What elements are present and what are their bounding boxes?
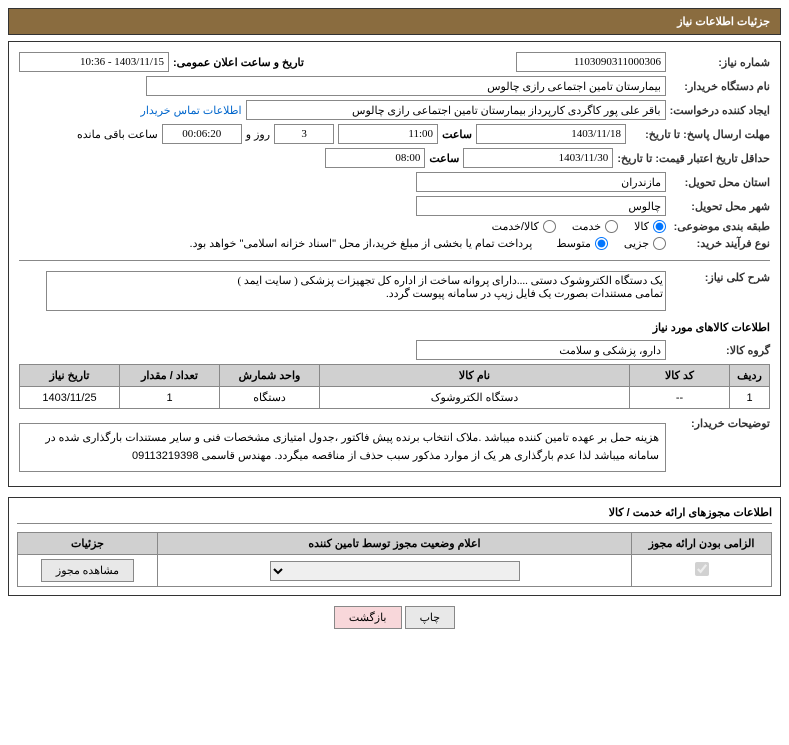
pt-minor-label: جزیی xyxy=(624,237,649,250)
need-number-label: شماره نیاز: xyxy=(670,56,770,69)
cat-both-label: کالا/خدمت xyxy=(492,220,539,233)
general-desc-textarea[interactable]: یک دستگاه الکتروشوک دستی ....دارای پروان… xyxy=(46,271,666,311)
cat-goods-radio[interactable] xyxy=(653,220,666,233)
time-label-1: ساعت xyxy=(442,128,472,141)
footer-buttons: چاپ بازگشت xyxy=(8,606,781,629)
cat-both-radio[interactable] xyxy=(543,220,556,233)
cat-goods-label: کالا xyxy=(634,220,649,233)
th-row: ردیف xyxy=(730,365,770,387)
announce-date-label: تاریخ و ساعت اعلان عمومی: xyxy=(173,56,304,69)
validity-date-field xyxy=(463,148,613,168)
deadline-time-field xyxy=(338,124,438,144)
days-field xyxy=(274,124,334,144)
pt-medium-label: متوسط xyxy=(556,237,591,250)
buyer-notes-label: توضیحات خریدار: xyxy=(670,417,770,430)
purchase-note: پرداخت تمام یا بخشی از مبلغ خرید،از محل … xyxy=(190,237,533,250)
province-field xyxy=(416,172,666,192)
city-label: شهر محل تحویل: xyxy=(670,200,770,213)
td-row: 1 xyxy=(730,387,770,409)
need-number-field xyxy=(516,52,666,72)
general-desc-label: شرح کلی نیاز: xyxy=(670,271,770,284)
td-qty: 1 xyxy=(120,387,220,409)
time-label-2: ساعت xyxy=(429,152,459,165)
td-name: دستگاه الکتروشوک xyxy=(320,387,630,409)
goods-table: ردیف کد کالا نام کالا واحد شمارش تعداد /… xyxy=(19,364,770,409)
countdown-field xyxy=(162,124,242,144)
days-and-label: روز و xyxy=(246,128,270,141)
license-section-title: اطلاعات مجوزهای ارائه خدمت / کالا xyxy=(17,506,772,524)
deadline-date-field xyxy=(476,124,626,144)
remaining-label: ساعت باقی مانده xyxy=(77,128,158,141)
view-license-button[interactable]: مشاهده مجوز xyxy=(41,559,134,582)
license-section: اطلاعات مجوزهای ارائه خدمت / کالا الزامی… xyxy=(8,497,781,596)
requester-field xyxy=(246,100,666,120)
th-date: تاریخ نیاز xyxy=(20,365,120,387)
back-button[interactable]: بازگشت xyxy=(334,606,402,629)
page-title: جزئیات اطلاعات نیاز xyxy=(677,16,770,28)
category-label: طبقه بندی موضوعی: xyxy=(670,220,770,233)
announce-date-field xyxy=(19,52,169,72)
goods-info-title: اطلاعات کالاهای مورد نیاز xyxy=(19,321,770,334)
purchase-type-label: نوع فرآیند خرید: xyxy=(670,237,770,250)
license-table: الزامی بودن ارائه مجوز اعلام وضعیت مجوز … xyxy=(17,532,772,587)
purchase-type-radio-group: جزیی متوسط xyxy=(556,237,666,250)
validity-label: حداقل تاریخ اعتبار قیمت: تا تاریخ: xyxy=(617,152,770,165)
cat-service-label: خدمت xyxy=(572,220,601,233)
buyer-notes-box: هزینه حمل بر عهده تامین کننده میباشد .مل… xyxy=(19,423,666,472)
pt-minor-radio[interactable] xyxy=(653,237,666,250)
th-unit: واحد شمارش xyxy=(220,365,320,387)
td-code: -- xyxy=(630,387,730,409)
print-button[interactable]: چاپ xyxy=(405,606,456,629)
province-label: استان محل تحویل: xyxy=(670,176,770,189)
lth-mandatory: الزامی بودن ارائه مجوز xyxy=(632,533,772,555)
pt-medium-radio[interactable] xyxy=(595,237,608,250)
goods-group-field xyxy=(416,340,666,360)
page-header: جزئیات اطلاعات نیاز xyxy=(8,8,781,35)
city-field xyxy=(416,196,666,216)
lth-status: اعلام وضعیت مجوز توسط تامین کننده xyxy=(158,533,632,555)
th-qty: تعداد / مقدار xyxy=(120,365,220,387)
deadline-label: مهلت ارسال پاسخ: تا تاریخ: xyxy=(630,128,770,141)
lth-details: جزئیات xyxy=(18,533,158,555)
requester-label: ایجاد کننده درخواست: xyxy=(670,104,770,117)
th-name: نام کالا xyxy=(320,365,630,387)
category-radio-group: کالا خدمت کالا/خدمت xyxy=(492,220,666,233)
validity-time-field xyxy=(325,148,425,168)
th-code: کد کالا xyxy=(630,365,730,387)
td-date: 1403/11/25 xyxy=(20,387,120,409)
cat-service-radio[interactable] xyxy=(605,220,618,233)
table-row: 1 -- دستگاه الکتروشوک دستگاه 1 1403/11/2… xyxy=(20,387,770,409)
td-unit: دستگاه xyxy=(220,387,320,409)
buyer-org-field xyxy=(146,76,666,96)
goods-group-label: گروه کالا: xyxy=(670,344,770,357)
main-form: شماره نیاز: تاریخ و ساعت اعلان عمومی: نا… xyxy=(8,41,781,487)
license-row: مشاهده مجوز xyxy=(18,555,772,587)
contact-link[interactable]: اطلاعات تماس خریدار xyxy=(141,104,242,117)
mandatory-checkbox xyxy=(695,562,709,576)
buyer-org-label: نام دستگاه خریدار: xyxy=(670,80,770,93)
status-select[interactable] xyxy=(270,561,520,581)
